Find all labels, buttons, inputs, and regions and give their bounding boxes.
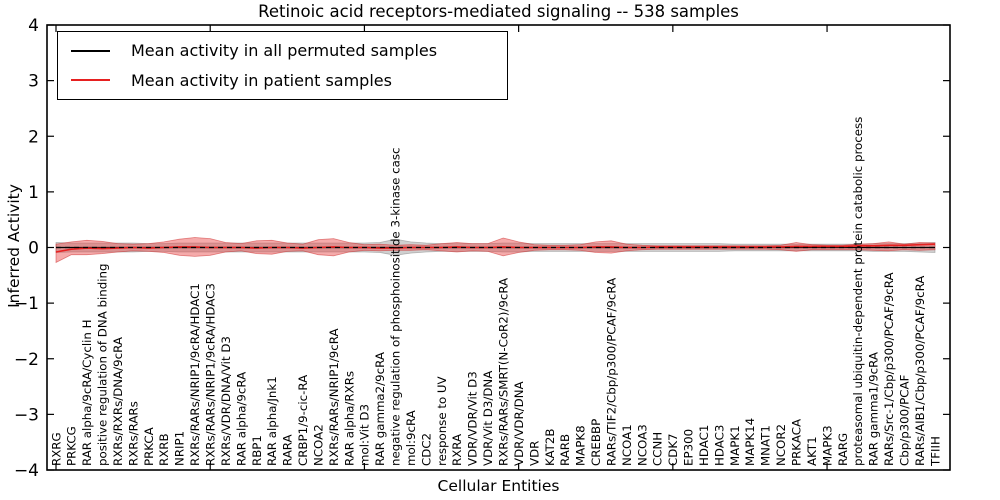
x-tick-label: RAR alpha/9cRA	[234, 372, 248, 466]
y-tick-label: −2	[14, 350, 39, 370]
patient-line-swatch-icon	[71, 79, 110, 82]
x-tick-label: negative regulation of phosphoinositide …	[389, 147, 403, 466]
x-tick-label: RBP1	[250, 435, 264, 466]
x-tick-label: Cbp/p300/PCAF	[898, 374, 912, 466]
x-tick-label: MAPK8	[574, 425, 588, 466]
x-tick-label: NRIP1	[173, 431, 187, 466]
x-tick-label: CDK7	[666, 433, 680, 466]
x-tick-label: RAR gamma2/9cRA	[373, 352, 387, 466]
x-tick-label: MAPK1	[728, 425, 742, 466]
x-tick-label: CCNH	[651, 432, 665, 466]
x-tick-label: RXRs/RARs/NRIP1/9cRA	[327, 328, 341, 466]
x-tick-label: NCOA2	[312, 424, 326, 466]
legend: Mean activity in all permuted samples Me…	[57, 31, 508, 100]
x-tick-label: RXRs/RARs/NRIP1/9cRA/HDAC1	[188, 283, 202, 466]
y-axis-ticks: 4 3 2 1 0 −1 −2 −3 −4	[14, 16, 950, 481]
x-tick-label: CRBP1/9-cic-RA	[296, 375, 310, 466]
x-tick-label: RARB	[558, 434, 572, 466]
x-tick-label: RXRA	[450, 434, 464, 466]
x-tick-label: RARs/Src-1/Cbp/p300/PCAF/9cRA	[882, 272, 896, 466]
x-tick-label: NCOA3	[635, 424, 649, 466]
x-tick-label: RXRs/RARs	[126, 401, 140, 466]
x-tick-label: response to UV	[435, 376, 449, 466]
x-tick-label: VDR/VDR/DNA	[512, 381, 526, 466]
x-tick-label: mol:9cRA	[404, 410, 418, 466]
x-tick-label: RXRG	[49, 432, 63, 466]
y-axis-label: Inferred Activity	[5, 184, 23, 308]
y-tick-label: 0	[28, 239, 39, 259]
y-tick-label: −3	[14, 405, 39, 425]
legend-item-permuted: Mean activity in all permuted samples	[58, 38, 507, 64]
x-tick-label: HDAC1	[697, 425, 711, 466]
x-tick-label: RXRs/RARs/SMRT(N-CoR2)/9cRA	[497, 278, 511, 466]
y-tick-label: −1	[14, 294, 39, 314]
x-tick-label: NCOA1	[620, 424, 634, 466]
chart-title: Retinoic acid receptors-mediated signali…	[258, 2, 739, 21]
x-tick-label: RXRs/RARs/NRIP1/9cRA/HDAC3	[204, 283, 218, 466]
legend-label-patient: Mean activity in patient samples	[131, 70, 392, 90]
x-tick-label: RAR alpha/9cRA/Cyclin H	[80, 319, 94, 466]
x-axis-ticks	[55, 25, 828, 470]
x-tick-label: VDR/VDR/Vit D3	[466, 371, 480, 466]
permuted-line-swatch-icon	[71, 49, 110, 52]
x-tick-label: CDC2	[419, 433, 433, 466]
x-tick-label: KAT2B	[543, 429, 557, 467]
x-tick-label: PRKCA	[142, 427, 156, 466]
x-tick-label: positive regulation of DNA binding	[96, 263, 110, 466]
x-tick-label: RXRs/VDR/DNA/Vit D3	[219, 336, 233, 466]
x-tick-label: mol:Vit D3	[358, 404, 372, 466]
x-tick-label: RAR alpha/RXRs	[342, 371, 356, 466]
x-tick-label: RXRB	[157, 433, 171, 466]
x-tick-label: TFIIH	[928, 436, 942, 467]
legend-label-permuted: Mean activity in all permuted samples	[131, 41, 438, 61]
y-tick-label: 1	[28, 183, 39, 203]
x-tick-label: VDR/Vit D3/DNA	[481, 371, 495, 466]
x-tick-label: RARG	[836, 433, 850, 466]
x-tick-label: MAPK3	[820, 425, 834, 466]
x-tick-label: RARs/AIB1/Cbp/p300/PCAF/9cRA	[913, 276, 927, 466]
x-tick-label: PRKACA	[790, 419, 804, 466]
x-tick-label: AKT1	[805, 436, 819, 466]
x-axis-label: Cellular Entities	[437, 477, 560, 495]
x-tick-label: RXRs/RXRs/DNA/9cRA	[111, 337, 125, 466]
x-tick-label: VDR	[527, 441, 541, 466]
y-tick-label: −4	[14, 461, 39, 481]
x-tick-label: PRKCG	[65, 426, 79, 466]
y-tick-label: 3	[28, 72, 39, 92]
x-tick-label: RAR gamma1/9cRA	[867, 352, 881, 466]
x-tick-label: HDAC3	[712, 425, 726, 466]
x-tick-label: RARs/TIF2/Cbp/p300/PCAF/9cRA	[605, 278, 619, 466]
x-tick-label: MNAT1	[759, 425, 773, 466]
x-tick-label: RARA	[281, 434, 295, 466]
x-tick-label: MAPK14	[743, 418, 757, 466]
x-tick-label: EP300	[682, 429, 696, 466]
y-tick-label: 4	[28, 16, 39, 36]
patient-samples-spread-band	[55, 237, 936, 264]
x-tick-label: CREBBP	[589, 419, 603, 466]
x-tick-label: NCOR2	[774, 424, 788, 466]
x-tick-label: proteasomal ubiquitin-dependent protein …	[851, 117, 865, 466]
legend-item-patient: Mean activity in patient samples	[58, 67, 507, 93]
x-tick-label: RAR alpha/Jnk1	[265, 376, 279, 466]
y-tick-label: 2	[28, 127, 39, 147]
spread-bands	[55, 237, 936, 264]
